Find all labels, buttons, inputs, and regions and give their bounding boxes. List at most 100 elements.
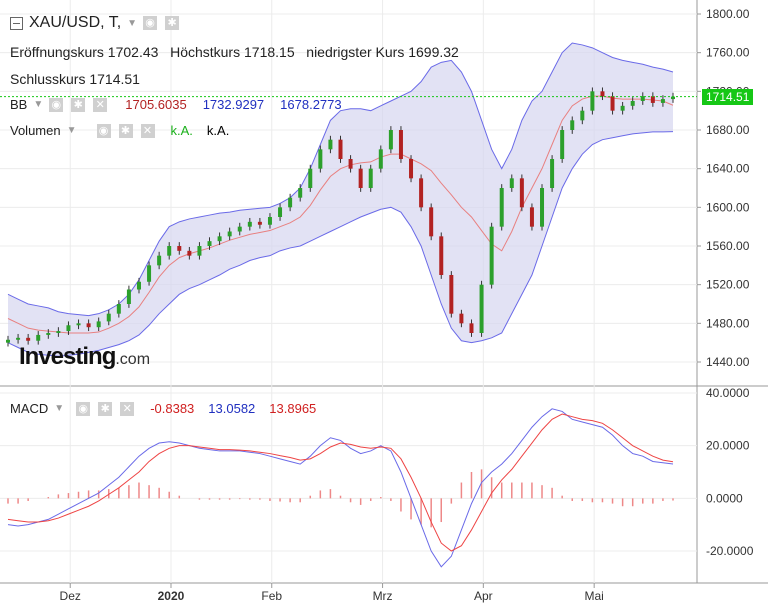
y-tick-label: 1800.00 (706, 7, 750, 21)
candle-body (16, 337, 21, 340)
candle-body (610, 96, 615, 111)
close-label: Schlusskurs (10, 71, 86, 87)
macd-gear-icon[interactable]: ✱ (98, 401, 113, 416)
candle-body (288, 197, 293, 208)
candle-body (167, 246, 172, 256)
candle-body (247, 221, 252, 227)
candle-body (560, 130, 565, 159)
x-tick-label: Apr (474, 589, 493, 603)
bb-gear-icon[interactable]: ✱ (71, 97, 86, 112)
high-value: 1718.15 (244, 44, 295, 60)
volume-caret-icon[interactable]: ▼ (66, 125, 77, 136)
candle-body (338, 139, 343, 159)
bb-eye-icon[interactable]: ◉ (49, 97, 64, 112)
candle-body (429, 207, 434, 237)
x-tick-label: Mai (584, 589, 603, 603)
candle-body (257, 221, 262, 225)
candle-body (570, 120, 575, 130)
candle-body (227, 231, 232, 237)
bb-lower-value: 1678.2773 (280, 97, 342, 112)
candle-body (177, 246, 182, 251)
x-tick-label: Mrz (373, 589, 393, 603)
bb-row: BB ▼ ◉ ✱ ✕ 1705.6035 1732.9297 1678.2773 (10, 97, 342, 112)
open-value: 1702.43 (107, 44, 159, 60)
bb-mid-line (7, 95, 674, 334)
candle-body (298, 188, 303, 198)
candle-body (489, 226, 494, 285)
macd-y-tick-label: 40.0000 (706, 386, 750, 400)
volume-close-icon[interactable]: ✕ (140, 123, 155, 138)
candle-body (519, 178, 524, 208)
y-tick-label: 1760.00 (706, 46, 750, 60)
eye-icon[interactable]: ◉ (143, 16, 158, 30)
macd-eye-icon[interactable]: ◉ (76, 401, 91, 416)
volume-gear-icon[interactable]: ✱ (118, 123, 133, 138)
candle-body (36, 334, 41, 341)
collapse-icon[interactable] (10, 16, 23, 30)
bb-caret-icon[interactable]: ▼ (33, 99, 44, 110)
candle-body (368, 168, 373, 188)
investing-logo: Investing.com (19, 343, 151, 370)
candle-body (469, 323, 474, 333)
close-value: 1714.51 (89, 71, 140, 87)
macd-row: MACD ▼ ◉ ✱ ✕ -0.8383 13.0582 13.8965 (10, 401, 316, 416)
candle-body (147, 265, 152, 282)
title-row: XAU/USD, T, ▼ ◉ ✱ (10, 14, 181, 32)
macd-close-icon[interactable]: ✕ (120, 401, 135, 416)
dropdown-caret-icon[interactable]: ▼ (127, 17, 138, 29)
candle-body (550, 159, 555, 188)
candle-body (126, 289, 131, 304)
candle-body (409, 159, 414, 179)
macd-hist-value: -0.8383 (150, 401, 195, 416)
low-value: 1699.32 (408, 44, 459, 60)
y-tick-label: 1640.00 (706, 162, 750, 176)
macd-y-tick-label: -20.0000 (706, 544, 754, 558)
candle-body (499, 188, 504, 227)
macd-y-tick-label: 0.0000 (706, 491, 743, 505)
close-row: Schlusskurs 1714.51 (10, 71, 140, 87)
candle-body (358, 168, 363, 188)
candle-body (96, 321, 101, 328)
candle-body (267, 217, 272, 225)
candle-body (640, 96, 645, 101)
candle-body (116, 304, 121, 314)
candle-body (56, 331, 61, 333)
candle-body (600, 91, 605, 97)
candle-body (278, 207, 283, 217)
volume-row: Volumen ▼ ◉ ✱ ✕ k.A. k.A. (10, 123, 229, 138)
candle-body (479, 284, 484, 333)
low-label: niedrigster Kurs (306, 44, 405, 60)
macd-y-tick-label: 20.0000 (706, 439, 750, 453)
volume-eye-icon[interactable]: ◉ (96, 123, 111, 138)
candle-body (6, 339, 10, 343)
bb-band-fill (8, 43, 673, 357)
candle-body (630, 101, 635, 106)
y-tick-label: 1480.00 (706, 316, 750, 330)
gear-icon[interactable]: ✱ (165, 16, 180, 30)
bb-close-icon[interactable]: ✕ (93, 97, 108, 112)
candle-body (650, 96, 655, 103)
macd-line (7, 408, 674, 568)
candle-body (419, 178, 424, 208)
volume-label: Volumen (10, 123, 61, 138)
candle-body (459, 313, 464, 324)
x-tick-label: Feb (261, 589, 282, 603)
bb-mid-value: 1705.6035 (125, 97, 187, 112)
y-tick-label: 1520.00 (706, 278, 750, 292)
candle-body (398, 130, 403, 159)
y-tick-label: 1600.00 (706, 200, 750, 214)
open-label: Eröffnungskurs (10, 44, 104, 60)
y-tick-label: 1440.00 (706, 355, 750, 369)
candle-body (328, 139, 333, 150)
candle-body (308, 168, 313, 188)
candle-body (66, 325, 71, 332)
candle-body (509, 178, 514, 188)
candle-body (46, 333, 51, 335)
candle-body (76, 323, 81, 326)
candle-body (157, 255, 162, 266)
high-label: Höchstkurs (170, 44, 241, 60)
candle-body (660, 99, 665, 103)
macd-caret-icon[interactable]: ▼ (54, 403, 65, 414)
macd-signal-value: 13.8965 (269, 401, 317, 416)
